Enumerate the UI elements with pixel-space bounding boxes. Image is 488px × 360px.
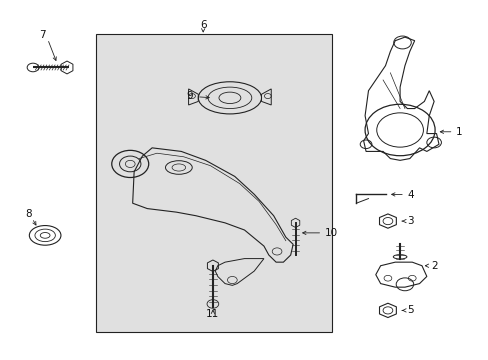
Text: 1: 1 bbox=[455, 127, 462, 137]
Text: 2: 2 bbox=[431, 261, 437, 271]
Text: 11: 11 bbox=[206, 309, 219, 319]
Text: 5: 5 bbox=[407, 305, 413, 315]
Text: 6: 6 bbox=[200, 19, 206, 30]
Text: 4: 4 bbox=[407, 190, 413, 200]
Text: 8: 8 bbox=[25, 209, 31, 219]
Text: 7: 7 bbox=[40, 30, 46, 40]
Bar bbox=[96, 33, 331, 332]
Text: 9: 9 bbox=[186, 91, 193, 101]
Text: 3: 3 bbox=[407, 216, 413, 226]
Text: 10: 10 bbox=[324, 228, 337, 238]
